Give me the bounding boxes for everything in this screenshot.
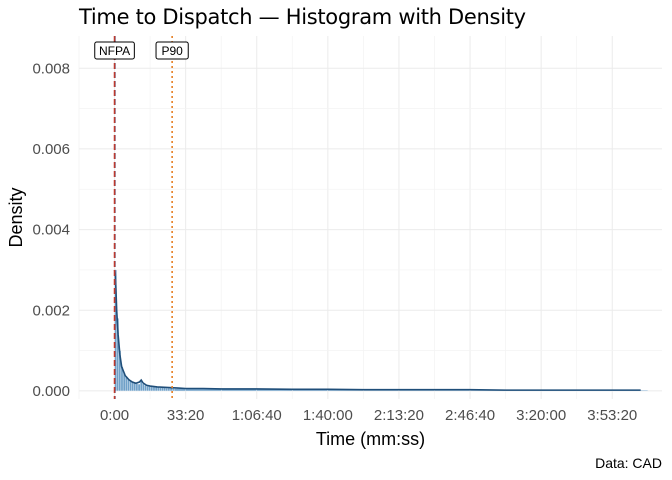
- x-tick-label: 3:53:20: [587, 407, 637, 424]
- histogram-bar: [135, 383, 139, 392]
- x-tick-label: 1:06:40: [232, 407, 282, 424]
- histogram-bar: [161, 387, 164, 392]
- y-tick-label: 0.004: [32, 222, 70, 239]
- y-tick-label: 0.000: [32, 383, 70, 400]
- histogram-bar: [131, 381, 134, 392]
- histogram-bar: [150, 386, 154, 392]
- histogram-bar: [144, 385, 147, 392]
- histogram-bar: [167, 387, 171, 392]
- x-axis-title: Time (mm:ss): [316, 429, 425, 449]
- y-tick-label: 0.008: [32, 60, 70, 77]
- histogram-bar: [152, 386, 156, 392]
- x-tick-label: 2:46:40: [445, 407, 495, 424]
- histogram-bar: [129, 380, 132, 392]
- reference-label-box: [155, 41, 189, 60]
- histogram-bar: [154, 387, 158, 392]
- y-tick-label: 0.002: [32, 302, 70, 319]
- x-tick-label: 0:00: [100, 407, 129, 424]
- histogram-bar: [157, 387, 160, 392]
- histogram-bar: [169, 387, 173, 392]
- x-tick-label: 3:20:00: [516, 407, 566, 424]
- reference-lines-layer: NFPA P90: [94, 36, 189, 399]
- histogram-bar: [142, 383, 145, 392]
- histogram-bar: [165, 387, 169, 392]
- reference-label-box: [94, 41, 135, 60]
- chart-title: Time to Dispatch — Histogram with Densit…: [79, 5, 526, 29]
- histogram-bar: [148, 386, 151, 392]
- histogram-bar: [163, 387, 166, 392]
- chart-caption: Data: CAD: [595, 455, 662, 471]
- histogram-bar: [146, 385, 149, 392]
- x-tick-label: 2:13:20: [374, 407, 424, 424]
- density-layer: [113, 269, 641, 391]
- histogram-bar: [159, 387, 162, 392]
- grid-layer: [78, 36, 662, 399]
- histogram-bar: [125, 376, 128, 392]
- x-tick-label: 33:20: [167, 407, 205, 424]
- axis-layer: 0:00 33:20 1:06:40 1:40:00 2:13:20 2:46:40 3:2…: [6, 60, 637, 449]
- bars-layer: [114, 269, 648, 392]
- reference-label-p90: P90: [161, 44, 183, 58]
- reference-label-nfpa: NFPA: [99, 44, 130, 58]
- density-curve: [113, 269, 641, 391]
- histogram-bar: [137, 383, 141, 392]
- y-tick-label: 0.006: [32, 141, 70, 158]
- y-axis-title: Density: [6, 187, 26, 247]
- x-tick-label: 1:40:00: [303, 407, 353, 424]
- histogram-bar: [133, 382, 137, 392]
